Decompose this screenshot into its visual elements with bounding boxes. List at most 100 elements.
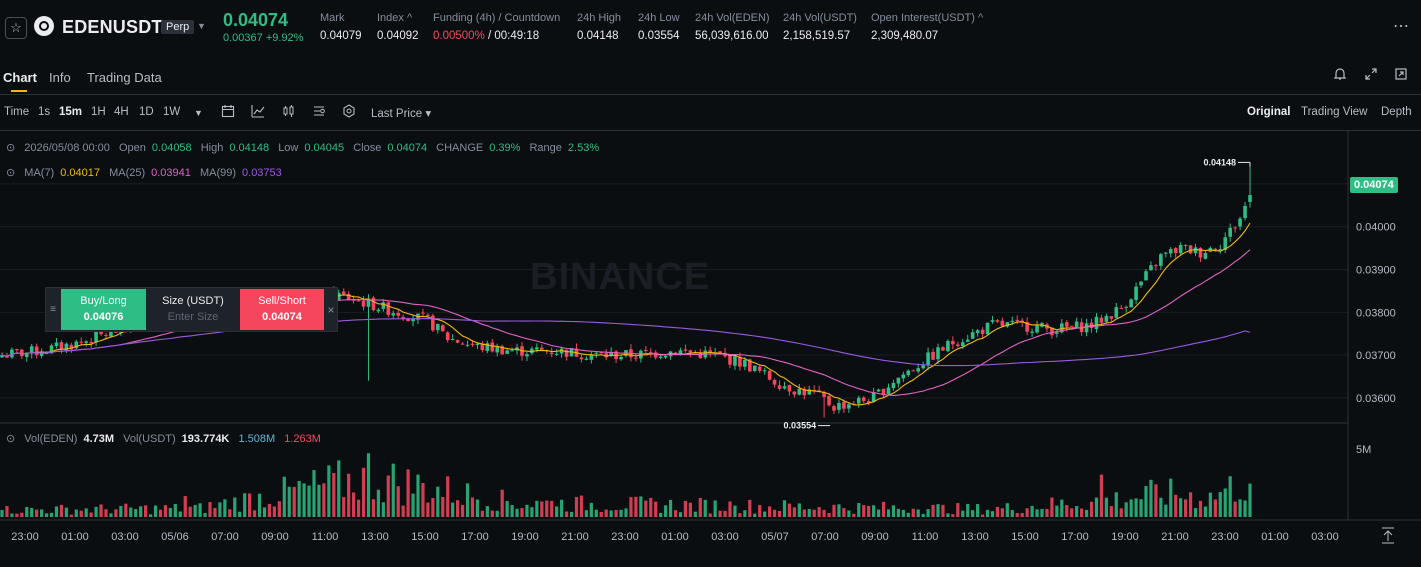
volume-bar [44,513,49,517]
interval-4h[interactable]: 4H [114,106,129,118]
close-icon[interactable]: × [327,302,335,317]
volume-bar [713,500,717,517]
candle-body [480,343,485,351]
volume-bar [1169,478,1173,517]
volume-bar [748,499,752,517]
symbol-name[interactable]: EDENUSDT [62,17,163,37]
candle-body [475,343,480,346]
volume-bar [322,483,326,517]
volume-bar [114,509,118,517]
volume-bar [1193,508,1198,517]
drag-handle-icon[interactable]: ≡ [50,304,56,315]
candlestick-chart[interactable]: 0.041000.040000.039000.038000.037000.036… [0,131,1421,567]
volume-bar [1050,497,1054,517]
volume-bar [451,502,455,517]
volume-bar [867,505,871,517]
volume-bar [946,513,950,517]
volume-bar [436,486,440,517]
volume-bar [525,504,529,517]
tab-chart[interactable]: Chart [3,70,37,85]
time-tick-label: 23:00 [1211,531,1239,543]
candle-body [886,387,891,394]
vol-eye-icon[interactable]: ⊙ [6,433,16,445]
candle-body [926,352,930,366]
candle-body [1084,323,1089,333]
calendar-icon[interactable] [221,104,235,121]
ma-eye-icon[interactable]: ⊙ [6,167,16,179]
more-options-icon[interactable]: ⋯ [1393,18,1409,35]
volume-bar [366,453,371,517]
tab-info[interactable]: Info [49,70,71,85]
interval-15m[interactable]: 15m [59,106,83,118]
interval-time[interactable]: Time [4,106,30,118]
popout-icon[interactable] [1394,67,1408,84]
candle-body [411,318,415,322]
stat-value: 56,039,616.00 [695,30,769,42]
interval-1w[interactable]: 1W [163,106,181,118]
candle-style-icon[interactable] [282,104,296,121]
view-depth[interactable]: Depth [1381,106,1412,118]
volume-bar [297,480,301,517]
candle-body [1114,307,1119,318]
time-tick-label: 23:00 [11,531,39,543]
symbol-dropdown-icon[interactable]: ▼ [197,21,206,31]
volume-bar [510,505,514,517]
vol-ma1-value: 1.508M [238,433,276,445]
favorite-star-icon[interactable]: ☆ [5,17,27,39]
volume-bar [1109,506,1113,517]
candle-body [1094,316,1099,330]
change-label: CHANGE [436,142,484,154]
volume-bar [1119,508,1123,517]
candle-body [391,313,396,316]
chart-settings-icon[interactable] [312,104,326,121]
volume-bar [1208,492,1212,517]
volume-bar [406,469,410,517]
candle-body [1193,247,1198,254]
indicators-icon[interactable] [251,104,265,121]
buy-long-button[interactable]: Buy/Long 0.04076 [61,289,146,330]
interval-1s[interactable]: 1s [38,106,51,118]
tab-trading-data[interactable]: Trading Data [87,70,162,85]
view-original[interactable]: Original [1247,106,1291,118]
high-annotation: 0.04148 [1203,157,1236,167]
candle-body [440,325,445,332]
view-trading-view[interactable]: Trading View [1301,106,1368,118]
candle-body [1010,320,1015,323]
sell-short-button[interactable]: Sell/Short 0.04074 [240,289,324,330]
info-eye-icon[interactable]: ⊙ [6,142,16,154]
time-tick-label: 05/06 [161,531,189,543]
volume-bar [178,511,182,517]
candle-body [817,390,821,392]
bell-icon[interactable] [1333,67,1347,84]
volume-bar [49,512,54,517]
interval-1h[interactable]: 1H [91,106,106,118]
chart-axes: 0.041000.040000.039000.038000.037000.036… [11,157,1396,544]
volume-bar [361,467,366,517]
time-tick-label: 11:00 [912,531,939,543]
size-input[interactable]: Size (USDT) Enter Size [146,289,240,330]
volume-bar [906,512,910,517]
stat-value: 2,309,480.07 [871,30,939,42]
gear-icon[interactable] [342,104,356,121]
candle-body [84,341,88,343]
interval-1d[interactable]: 1D [139,106,154,118]
candle-body [807,389,812,395]
stat-label[interactable]: Index ^ [377,12,413,24]
volume-bar [980,514,985,517]
volume-bar [698,497,702,517]
volume-bar [168,508,172,517]
sell-label: Sell/Short [258,295,306,307]
candle-body [450,339,455,341]
expand-icon[interactable] [1364,67,1378,84]
scroll-to-latest-icon[interactable] [1382,527,1394,544]
interval-more-icon[interactable]: ▼ [194,108,203,118]
stat-value: 2,158,519.57 [783,30,851,42]
volume-bar [411,493,415,517]
time-tick-label: 19:00 [511,531,539,543]
volume-bar [931,504,935,517]
price-type-dropdown[interactable]: Last Price ▾ [371,108,432,120]
candle-body [604,353,608,358]
change-value: 0.39% [489,142,521,154]
volume-bar [94,506,98,517]
stat-label[interactable]: Open Interest(USDT) ^ [871,12,984,24]
